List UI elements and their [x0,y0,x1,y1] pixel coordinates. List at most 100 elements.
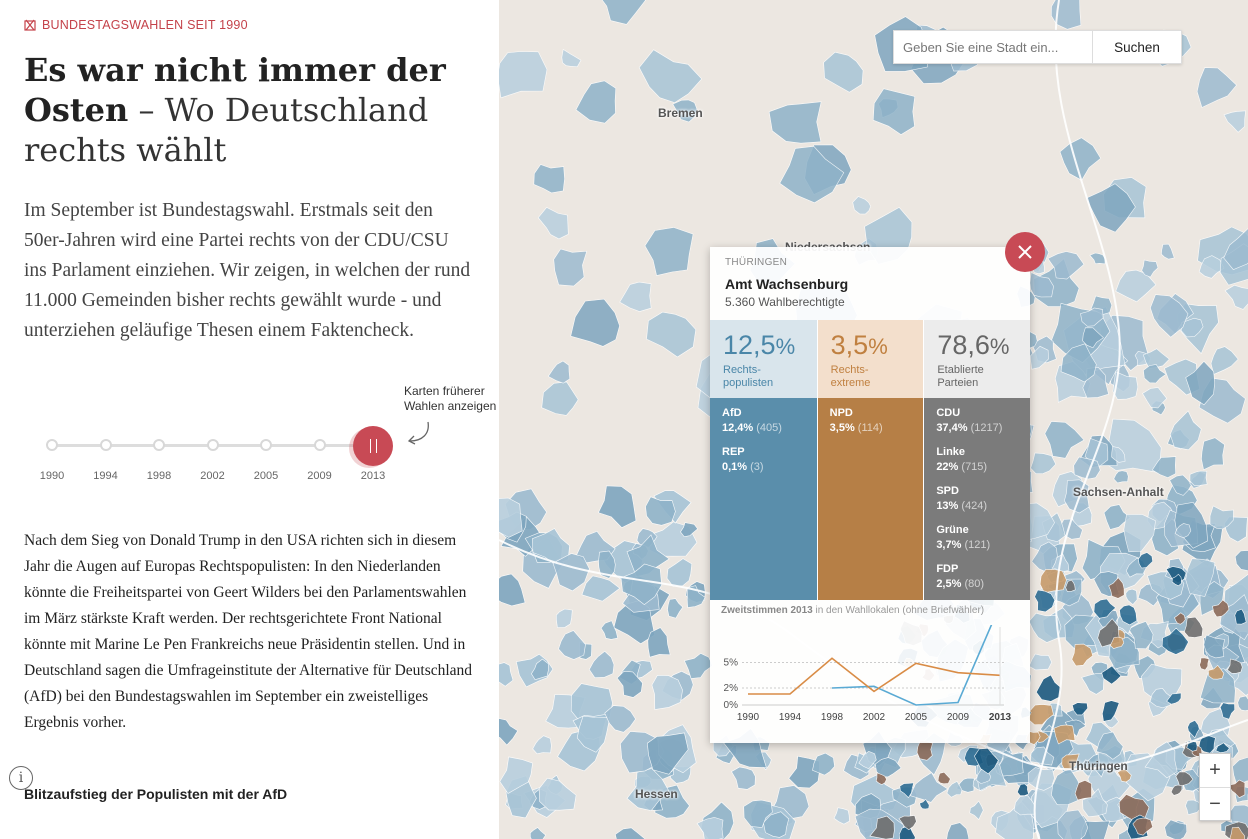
year-label[interactable]: 2013 [360,470,386,482]
municipality-shape[interactable] [1185,799,1202,816]
municipality-shape[interactable] [1183,616,1204,638]
municipality-shape[interactable] [743,799,773,828]
close-button[interactable] [1005,232,1045,272]
slider-stop-1994[interactable] [99,439,112,451]
municipality-shape[interactable] [1199,668,1236,704]
municipality-shape[interactable] [1141,259,1159,278]
year-label[interactable]: 1990 [39,470,65,482]
municipality-shape[interactable] [1161,243,1175,260]
municipality-shape[interactable] [909,772,949,803]
municipality-shape[interactable] [1082,327,1104,349]
municipality-shape[interactable] [1185,558,1216,597]
zoom-out-button[interactable]: − [1200,787,1230,820]
municipality-shape[interactable] [604,705,636,733]
municipality-shape[interactable] [555,608,573,628]
year-label[interactable]: 1998 [146,470,172,482]
search-button[interactable]: Suchen [1092,31,1181,63]
municipality-shape[interactable] [946,822,970,839]
municipality-shape[interactable] [1101,700,1120,722]
municipality-shape[interactable] [1071,702,1089,716]
municipality-shape[interactable] [1117,769,1132,783]
municipality-shape[interactable] [1209,505,1234,530]
municipality-shape[interactable] [638,49,703,103]
municipality-shape[interactable] [547,360,571,384]
municipality-shape[interactable] [1029,345,1049,370]
municipality-shape[interactable] [898,825,916,839]
municipality-shape[interactable] [1149,294,1189,338]
municipality-shape[interactable] [686,585,706,608]
municipality-shape[interactable] [1109,636,1125,649]
municipality-shape[interactable] [1125,588,1138,606]
municipality-shape[interactable] [858,751,877,770]
municipality-shape[interactable] [1199,657,1210,671]
municipality-shape[interactable] [1207,664,1225,680]
municipality-shape[interactable] [731,766,756,790]
municipality-shape[interactable] [1119,604,1138,626]
municipality-shape[interactable] [499,718,519,746]
municipality-shape[interactable] [1169,410,1202,451]
municipality-shape[interactable] [1234,550,1248,572]
municipality-shape[interactable] [1028,612,1062,643]
municipality-shape[interactable] [1065,579,1076,592]
municipality-shape[interactable] [1166,692,1182,705]
info-icon[interactable]: i [9,766,33,790]
municipality-shape[interactable] [898,815,917,831]
municipality-shape[interactable] [620,563,663,605]
municipality-shape[interactable] [1082,788,1108,818]
municipality-shape[interactable] [533,164,565,194]
municipality-shape[interactable] [553,248,588,287]
municipality-shape[interactable] [1215,742,1230,753]
year-label[interactable]: 1994 [93,470,118,482]
municipality-shape[interactable] [499,662,514,687]
municipality-shape[interactable] [581,575,621,602]
municipality-shape[interactable] [1074,779,1092,801]
municipality-shape[interactable] [937,771,951,785]
municipality-shape[interactable] [1201,437,1225,471]
municipality-shape[interactable] [651,674,683,710]
municipality-shape[interactable] [1089,252,1106,265]
municipality-shape[interactable] [779,145,845,204]
municipality-shape[interactable] [1053,724,1076,745]
municipality-shape[interactable] [619,281,652,312]
municipality-shape[interactable] [1071,643,1094,667]
municipality-shape[interactable] [1123,514,1156,553]
election-map[interactable]: Bremen Niedersachsen Sachsen-Anhalt Thür… [499,0,1248,839]
municipality-shape[interactable] [1108,577,1125,599]
municipality-shape[interactable] [1227,658,1243,674]
municipality-shape[interactable] [1234,608,1247,625]
municipality-shape[interactable] [1035,674,1062,702]
municipality-shape[interactable] [499,756,533,794]
municipality-shape[interactable] [1059,137,1102,181]
municipality-shape[interactable] [1219,594,1248,641]
municipality-shape[interactable] [1112,371,1139,400]
municipality-shape[interactable] [768,101,822,144]
municipality-shape[interactable] [1237,695,1248,712]
municipality-shape[interactable] [1034,589,1056,613]
slider-stop-2002[interactable] [206,439,219,451]
municipality-shape[interactable] [1189,470,1208,487]
municipality-shape[interactable] [532,735,552,755]
municipality-shape[interactable] [969,800,984,821]
zoom-in-button[interactable]: + [1209,759,1221,781]
municipality-shape[interactable] [1212,599,1230,618]
municipality-shape[interactable] [683,652,713,679]
municipality-shape[interactable] [680,522,699,538]
municipality-shape[interactable] [875,772,887,785]
municipality-shape[interactable] [644,227,694,276]
municipality-shape[interactable] [541,381,579,416]
municipality-shape[interactable] [1210,346,1239,375]
municipality-shape[interactable] [561,48,582,68]
municipality-shape[interactable] [1044,421,1085,459]
municipality-shape[interactable] [1138,552,1154,569]
municipality-shape[interactable] [1149,688,1173,709]
year-label[interactable]: 2005 [253,470,279,482]
municipality-shape[interactable] [872,88,916,135]
municipality-shape[interactable] [666,558,693,587]
municipality-shape[interactable] [1223,110,1246,133]
municipality-shape[interactable] [1229,826,1245,839]
municipality-shape[interactable] [1198,735,1216,754]
municipality-shape[interactable] [1029,272,1054,298]
municipality-shape[interactable] [1187,719,1200,739]
slider-stop-1990[interactable] [46,439,58,451]
municipality-shape[interactable] [1128,621,1154,650]
